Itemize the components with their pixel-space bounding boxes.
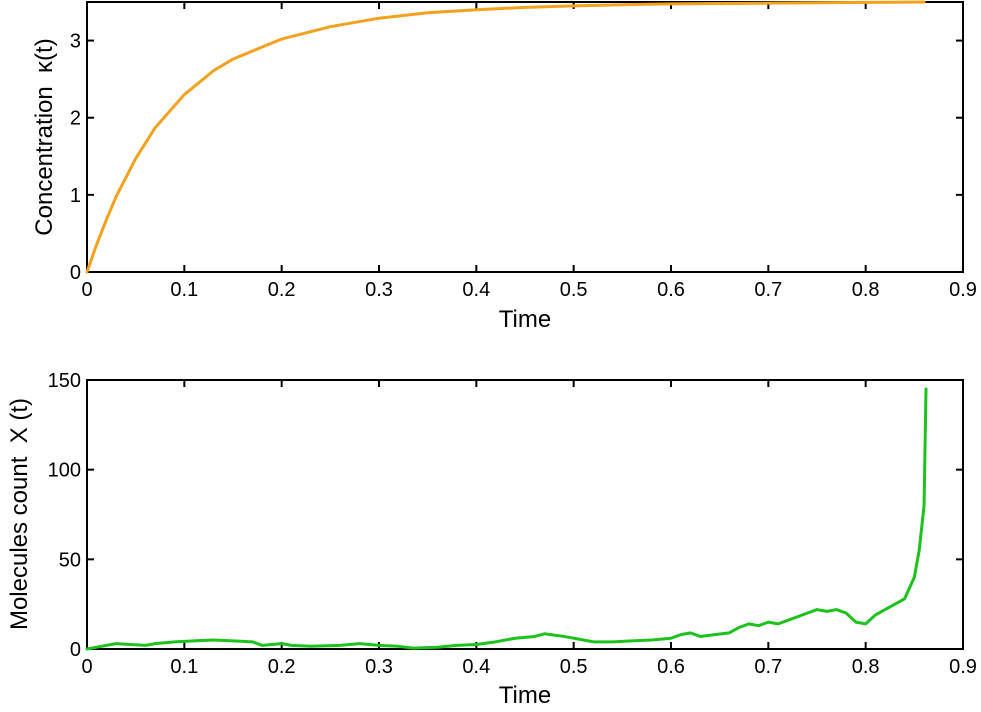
y-axis-label: Molecules count X (t) <box>6 398 33 630</box>
y-tick-label: 2 <box>70 108 81 130</box>
x-tick-label: 0.3 <box>365 656 393 678</box>
y-tick-label: 50 <box>59 549 81 571</box>
y-axis-label: Concentration κ(t) <box>31 38 58 235</box>
x-tick-label: 0.9 <box>949 279 977 301</box>
y-tick-label: 0 <box>70 262 81 284</box>
x-axis-label: Time <box>499 306 551 333</box>
y-tick-label: 0 <box>70 639 81 661</box>
x-tick-label: 0.9 <box>949 656 977 678</box>
y-tick-label: 1 <box>70 185 81 207</box>
x-tick-label: 0.8 <box>852 656 880 678</box>
x-tick-label: 0.6 <box>657 279 685 301</box>
x-tick-label: 0.6 <box>657 656 685 678</box>
y-tick-label: 100 <box>48 460 81 482</box>
y-tick-label: 3 <box>70 31 81 53</box>
molecules-count-panel: 0 0.1 0.2 0.3 0.4 0.5 0.6 0.7 0.8 0.9 0 50 100 150 Tim… <box>6 370 977 709</box>
x-tick-label: 0.4 <box>462 279 490 301</box>
x-tick-label: 0 <box>81 279 92 301</box>
x-tick-label: 0 <box>81 656 92 678</box>
x-tick-label: 0.8 <box>852 279 880 301</box>
x-tick-label: 0.1 <box>170 656 198 678</box>
x-tick-label: 0.7 <box>754 279 782 301</box>
x-tick-label: 0.4 <box>462 656 490 678</box>
molecules-count-line <box>85 387 928 651</box>
plot-frame <box>86 1 964 273</box>
x-axis-label: Time <box>499 682 551 709</box>
plot-frame <box>86 379 964 650</box>
concentration-line <box>85 0 926 274</box>
x-tick-label: 0.5 <box>560 656 588 678</box>
x-tick-label: 0.5 <box>560 279 588 301</box>
y-tick-label: 150 <box>48 370 81 392</box>
concentration-panel: 0 0.1 0.2 0.3 0.4 0.5 0.6 0.7 0.8 0.9 0 1 2 3 Time Conc… <box>31 0 977 333</box>
x-tick-label: 0.1 <box>170 279 198 301</box>
x-tick-label: 0.3 <box>365 279 393 301</box>
x-tick-label: 0.7 <box>754 656 782 678</box>
x-tick-label: 0.2 <box>268 279 296 301</box>
x-tick-label: 0.2 <box>268 656 296 678</box>
